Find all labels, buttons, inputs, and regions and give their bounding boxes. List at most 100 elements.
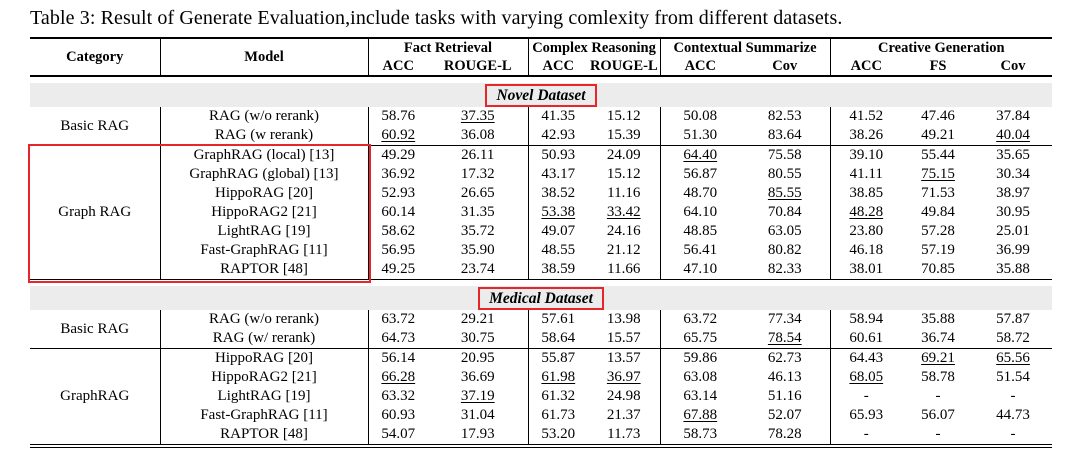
value-cell: 66.28: [381, 369, 416, 385]
value-cell: 56.41: [683, 242, 718, 258]
value-cell: 41.11: [849, 166, 883, 182]
model-cell: HippoRAG [20]: [160, 348, 369, 368]
value-cell: 51.54: [996, 369, 1030, 385]
value-cell: 56.95: [381, 242, 416, 258]
model-cell: RAG (w/ rerank): [160, 329, 369, 349]
value-cell: 49.07: [541, 223, 576, 239]
value-cell: -: [935, 426, 941, 442]
value-cell: 71.53: [921, 185, 955, 201]
value-cell: 69.21: [902, 348, 975, 368]
model-cell: RAPTOR [48]: [160, 260, 369, 280]
value-cell: 37.19: [428, 387, 529, 406]
sub-column-header: Cov: [740, 57, 831, 76]
header-row: Category Model Fact Retrieval Complex Reaso…: [30, 38, 1052, 76]
table-caption: Table 3: Result of Generate Evaluation,i…: [30, 7, 843, 29]
column-header: Fact Retrieval: [368, 38, 529, 57]
dataset-band-label: Novel Dataset: [485, 83, 597, 107]
value-cell: 64.43: [830, 348, 903, 368]
table-row: Fast-GraphRAG [11] 56.95 35.90 48.55 21.12 56…: [30, 241, 1052, 260]
value-cell: 46.13: [740, 368, 831, 387]
dataset-band-cell: Medical Dataset: [30, 286, 1053, 310]
value-cell: 53.20: [541, 426, 576, 442]
value-cell: -: [1010, 388, 1016, 404]
value-cell: 35.72: [428, 222, 529, 241]
value-cell: 63.08: [683, 369, 718, 385]
value-cell: 24.16: [588, 222, 661, 241]
value-cell: 33.42: [588, 203, 661, 222]
value-cell: 54.07: [381, 426, 416, 442]
value-cell: -: [935, 388, 941, 404]
value-cell: 75.58: [740, 145, 831, 165]
table-row: LightRAG [19] 63.32 37.19 61.32 24.98 63.14 51…: [30, 387, 1052, 406]
spacer-cell: [30, 76, 1053, 83]
value-cell: 11.73: [588, 425, 661, 445]
value-cell: 55.44: [902, 145, 975, 165]
value-cell: 15.12: [588, 107, 661, 126]
value-cell: 26.65: [428, 184, 529, 203]
sub-column-header: ACC: [850, 58, 882, 74]
value-cell: 63.14: [683, 388, 718, 404]
value-cell: 83.64: [740, 126, 831, 146]
sub-column-header: ACC: [684, 58, 716, 74]
value-cell: 50.08: [683, 108, 718, 124]
value-cell: 13.98: [588, 310, 661, 329]
dataset-band-cell: Novel Dataset: [30, 83, 1053, 107]
value-cell: 80.82: [740, 241, 831, 260]
dataset-band: Medical Dataset: [30, 286, 1053, 310]
value-cell: 35.88: [921, 311, 955, 327]
model-cell: Fast-GraphRAG [11]: [160, 406, 369, 425]
sub-column-header: ROUGE-L: [588, 57, 661, 76]
value-cell: 36.08: [428, 126, 529, 146]
value-cell: 51.16: [740, 387, 831, 406]
model-cell: RAG (w/o rerank): [160, 107, 369, 126]
value-cell: 38.01: [849, 261, 884, 277]
table-row: Basic RAG RAG (w/o rerank) 63.72 29.21 57.61…: [30, 310, 1052, 349]
value-cell: 60.61: [849, 330, 884, 346]
value-cell: 63.05: [740, 222, 831, 241]
value-cell: 23.74: [428, 260, 529, 280]
value-cell: 61.73: [541, 407, 576, 423]
category-cell: GraphRAG: [30, 348, 161, 445]
value-cell: 82.33: [740, 260, 831, 280]
model-cell: GraphRAG (global) [13]: [160, 165, 369, 184]
value-cell: 67.88: [683, 407, 718, 423]
model-cell: RAG (w/o rerank): [160, 310, 369, 329]
value-cell: 37.35: [428, 107, 529, 126]
table-row: RAG (w rerank) 60.92 36.08 42.93 15.39 51.30 8…: [30, 126, 1052, 146]
value-cell: 39.10: [830, 145, 903, 165]
value-cell: 24.09: [588, 145, 661, 165]
table-row: LightRAG [19] 58.62 35.72 49.07 24.16 48.85 63…: [30, 222, 1052, 241]
value-cell: 64.73: [381, 330, 416, 346]
value-cell: 64.40: [660, 145, 741, 165]
value-cell: 51.30: [683, 127, 718, 143]
sub-column-header: ROUGE-L: [428, 57, 529, 76]
value-cell: 31.35: [428, 203, 529, 222]
value-cell: 21.37: [588, 406, 661, 425]
value-cell: 52.07: [740, 406, 831, 425]
value-cell: 37.84: [996, 108, 1030, 124]
spacer-row: [30, 76, 1053, 83]
value-cell: 24.98: [588, 387, 661, 406]
value-cell: 46.18: [849, 242, 884, 258]
value-cell: 23.80: [849, 223, 884, 239]
value-cell: 52.93: [381, 185, 416, 201]
value-cell: 15.39: [588, 126, 661, 146]
value-cell: 77.34: [740, 310, 831, 329]
value-cell: 20.95: [428, 348, 529, 368]
value-cell: 63.32: [381, 388, 416, 404]
column-header: Complex Reasoning: [528, 38, 661, 57]
value-cell: 58.78: [921, 369, 955, 385]
value-cell: 29.21: [428, 310, 529, 329]
column-header: Model: [160, 38, 369, 76]
value-cell: 61.32: [541, 388, 576, 404]
value-cell: 56.14: [368, 348, 428, 368]
value-cell: 15.57: [588, 329, 661, 349]
model-cell: Fast-GraphRAG [11]: [160, 241, 369, 260]
value-cell: 62.73: [740, 348, 831, 368]
value-cell: 44.73: [996, 407, 1030, 423]
value-cell: 48.55: [541, 242, 576, 258]
value-cell: 49.29: [368, 145, 428, 165]
value-cell: 55.87: [528, 348, 589, 368]
table-row: HippoRAG [20] 52.93 26.65 38.52 11.16 48.70 85…: [30, 184, 1052, 203]
value-cell: 57.87: [996, 311, 1030, 327]
